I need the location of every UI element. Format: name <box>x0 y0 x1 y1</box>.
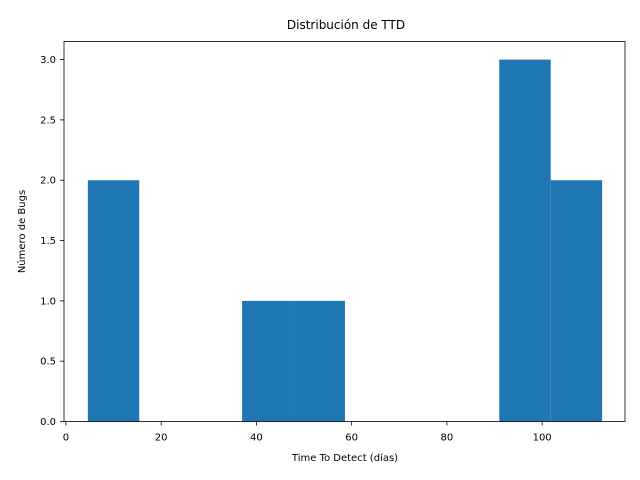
bars-group <box>87 59 603 422</box>
chart-title: Distribución de TTD <box>287 18 405 32</box>
x-tick-label: 20 <box>155 433 168 444</box>
x-tick-label: 100 <box>533 433 552 444</box>
y-axis-label: Número de Bugs <box>16 190 28 273</box>
histogram-bar-4 <box>293 300 345 422</box>
x-axis-label: Time To Detect (días) <box>291 452 398 464</box>
y-tick-label: 3.0 <box>40 55 56 66</box>
histogram-bar-9 <box>550 180 603 422</box>
histogram-bar-8 <box>499 59 551 422</box>
x-tick-label: 40 <box>250 433 263 444</box>
x-tick-label: 80 <box>441 433 454 444</box>
plot-frame <box>63 41 626 422</box>
histogram-bar-3 <box>242 300 294 422</box>
x-axis-ticks: 0 20 40 60 80 100 <box>63 421 552 444</box>
y-tick-label: 2.0 <box>40 176 56 187</box>
x-tick-label: 60 <box>345 433 358 444</box>
y-tick-label: 1.5 <box>40 236 56 247</box>
histogram-bar-0 <box>87 180 140 422</box>
y-tick-label: 0.5 <box>40 357 56 368</box>
y-tick-label: 0.0 <box>40 417 56 428</box>
y-tick-label: 1.0 <box>40 296 56 307</box>
y-axis-ticks: 0.0 0.5 1.0 1.5 2.0 2.5 3.0 <box>40 55 64 428</box>
y-tick-label: 2.5 <box>40 115 56 126</box>
x-tick-label: 0 <box>63 433 69 444</box>
